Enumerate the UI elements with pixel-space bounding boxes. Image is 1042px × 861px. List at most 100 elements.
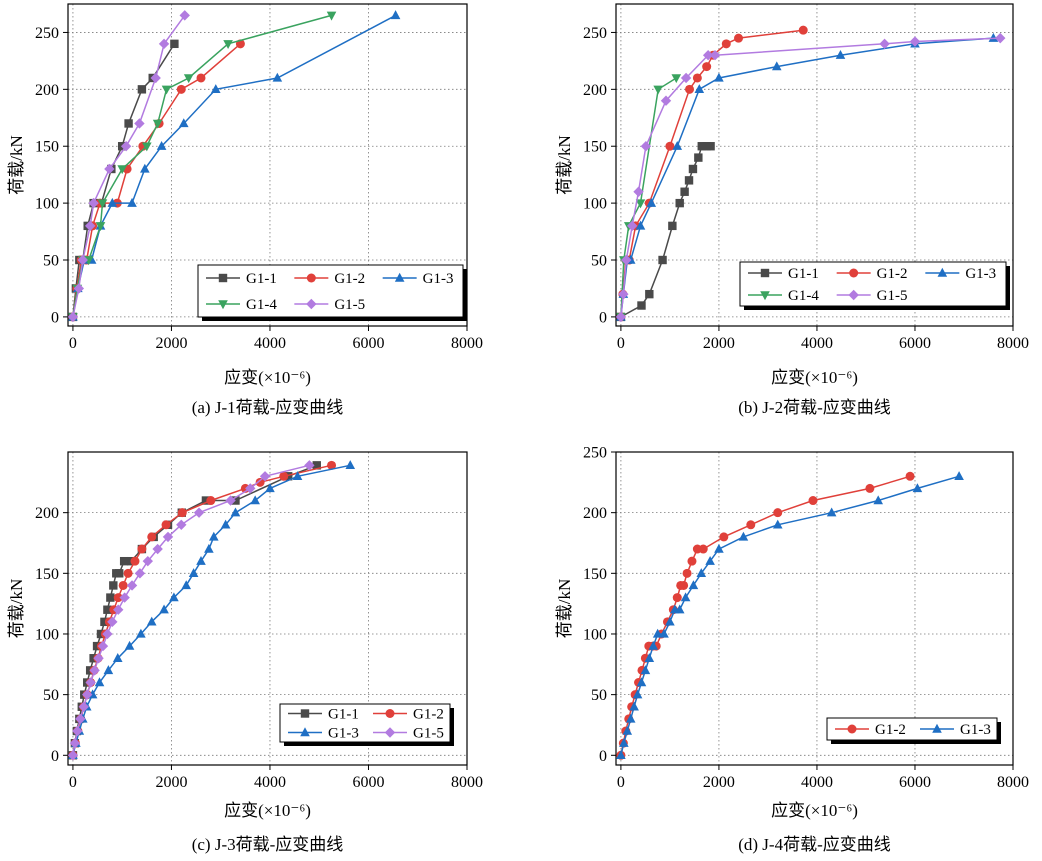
data-point xyxy=(188,568,199,578)
data-point xyxy=(142,142,152,152)
data-point xyxy=(687,556,697,566)
data-point xyxy=(640,665,651,675)
x-axis-label: 应变(×10⁻⁶) xyxy=(224,368,311,387)
legend-marker xyxy=(937,267,948,277)
y-tick-label: 250 xyxy=(35,25,59,42)
data-point xyxy=(772,519,783,529)
plot-frame xyxy=(615,3,1014,327)
legend-label: G1-2 xyxy=(877,266,908,282)
x-tick-label: 0 xyxy=(69,774,77,791)
data-point xyxy=(204,543,214,553)
data-point xyxy=(653,85,663,95)
data-point xyxy=(304,460,315,471)
data-point xyxy=(706,142,715,151)
legend-label: G1-3 xyxy=(423,271,454,287)
legend: G1-2 G1-3 xyxy=(826,717,1001,744)
data-point xyxy=(668,221,677,231)
data-point xyxy=(680,187,689,196)
data-point xyxy=(137,544,147,554)
legend: G1-1 G1-2 G1-3 G1-4 G1-5 xyxy=(197,264,467,321)
data-point xyxy=(107,616,118,628)
y-tick-label: 250 xyxy=(583,445,607,462)
chart-panel-1: 0 2000 4000 6000 8000 0 50 100 150 200 250 G1-1 G1-2… xyxy=(7,3,483,417)
data-point xyxy=(82,689,93,700)
data-point xyxy=(312,461,321,470)
data-point xyxy=(126,580,138,591)
data-point xyxy=(223,40,233,50)
data-point xyxy=(674,604,685,614)
y-tick-label: 50 xyxy=(43,687,59,704)
data-point xyxy=(771,61,782,71)
data-point xyxy=(633,186,644,197)
data-point xyxy=(702,50,714,61)
data-point xyxy=(688,580,699,590)
legend-label: G1-5 xyxy=(413,726,444,742)
data-point xyxy=(230,507,241,517)
legend-label: G1-1 xyxy=(788,266,819,282)
data-point xyxy=(671,74,682,84)
data-point xyxy=(680,72,692,84)
data-point xyxy=(88,197,99,209)
legend-marker xyxy=(760,291,770,301)
data-point xyxy=(646,197,657,207)
y-tick-label: 100 xyxy=(35,626,59,643)
data-point xyxy=(279,471,289,481)
data-point xyxy=(69,737,81,749)
chart-caption: (c) J-3荷载-应变曲线 xyxy=(192,835,344,854)
data-point xyxy=(734,33,744,43)
y-tick-label: 0 xyxy=(599,309,607,326)
data-point xyxy=(865,483,875,493)
data-point xyxy=(709,50,721,61)
data-point xyxy=(159,604,169,614)
data-point xyxy=(625,713,636,723)
series-line xyxy=(620,475,911,756)
data-point xyxy=(134,568,146,579)
data-point xyxy=(94,677,105,687)
data-point xyxy=(113,604,124,615)
y-tick-label: 0 xyxy=(51,748,59,765)
data-point xyxy=(89,665,100,676)
series-G1-5 xyxy=(67,10,190,323)
data-point xyxy=(179,10,190,21)
data-point xyxy=(652,628,663,638)
plot-frame xyxy=(67,3,468,327)
y-tick-label: 250 xyxy=(583,25,607,42)
data-point xyxy=(292,471,303,480)
data-point xyxy=(127,197,137,207)
series-G1-5 xyxy=(67,460,315,761)
legend-label: G1-2 xyxy=(334,271,365,287)
plot-frame xyxy=(67,451,468,766)
series-line xyxy=(620,77,677,317)
data-point xyxy=(75,713,86,725)
data-point xyxy=(85,677,96,688)
data-point xyxy=(119,592,130,603)
data-point xyxy=(682,568,692,578)
data-point xyxy=(181,580,192,590)
data-point xyxy=(103,605,112,614)
data-point xyxy=(103,665,114,675)
data-point xyxy=(705,555,715,565)
series-G1-4 xyxy=(616,74,682,323)
data-point xyxy=(912,483,923,493)
legend: G1-1 G1-2 G1-3 G1-5 xyxy=(279,703,454,746)
data-point xyxy=(326,11,337,21)
x-axis-label: 应变(×10⁻⁶) xyxy=(771,368,858,387)
data-point xyxy=(178,118,189,128)
data-point xyxy=(107,197,118,207)
legend-box xyxy=(826,717,998,741)
chart-panel-4: 0 2000 4000 6000 8000 0 50 100 150 200 250 G1-2 G1-3… xyxy=(555,445,1029,855)
data-point xyxy=(124,119,133,128)
data-point xyxy=(250,495,260,505)
data-point xyxy=(193,507,205,518)
data-point xyxy=(696,568,707,578)
y-tick-label: 200 xyxy=(35,82,59,99)
data-point xyxy=(78,701,89,712)
legend-marker xyxy=(218,273,228,283)
data-point xyxy=(672,141,683,150)
chart-caption: (b) J-2荷载-应变曲线 xyxy=(738,398,891,417)
data-point xyxy=(259,471,271,482)
y-tick-label: 100 xyxy=(35,196,59,213)
x-tick-label: 6000 xyxy=(352,335,384,352)
data-point xyxy=(714,543,724,553)
data-point xyxy=(390,10,401,20)
